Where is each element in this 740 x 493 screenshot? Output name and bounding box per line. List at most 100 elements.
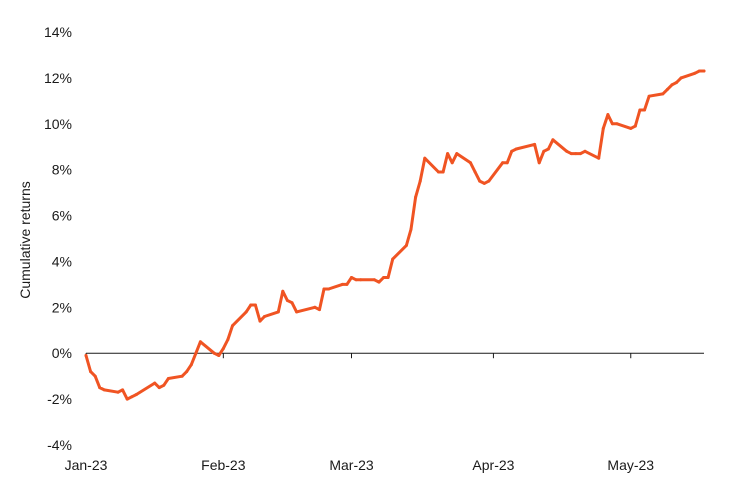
data-point [606, 113, 610, 117]
data-point [473, 170, 477, 174]
data-point [542, 149, 546, 153]
data-point [121, 388, 125, 392]
data-point [505, 161, 509, 165]
data-point [533, 142, 537, 146]
data-point [404, 243, 408, 247]
x-tick-label: Jan-23 [65, 457, 108, 473]
y-tick-label: 0% [52, 345, 72, 361]
data-point [372, 278, 376, 282]
data-point [116, 390, 120, 394]
data-point [629, 126, 633, 130]
data-point [423, 156, 427, 160]
data-point [327, 287, 331, 291]
data-point [514, 147, 518, 151]
data-point [441, 170, 445, 174]
data-point [583, 149, 587, 153]
data-point [578, 152, 582, 156]
data-point [510, 149, 514, 153]
x-tick-label: May-23 [607, 457, 654, 473]
data-point [258, 319, 262, 323]
x-tick-label: Mar-23 [329, 457, 374, 473]
data-point [194, 351, 198, 355]
data-point [249, 303, 253, 307]
data-point [221, 347, 225, 351]
data-point [638, 108, 642, 112]
data-point [546, 147, 550, 151]
y-tick-label: -4% [47, 437, 72, 453]
data-point [487, 179, 491, 183]
data-point [153, 381, 157, 385]
data-point [409, 227, 413, 231]
data-point [414, 195, 418, 199]
data-point [437, 170, 440, 174]
data-point [125, 397, 129, 401]
data-point [615, 122, 619, 126]
data-point [565, 149, 569, 153]
y-tick-label: -2% [47, 391, 72, 407]
data-point [469, 161, 472, 165]
data-point [537, 161, 541, 165]
data-point [189, 363, 193, 367]
data-point [295, 310, 299, 314]
data-point [244, 310, 248, 314]
data-point [212, 351, 216, 355]
y-tick-label: 8% [52, 162, 72, 178]
data-point [359, 278, 363, 282]
data-point [281, 289, 285, 293]
data-point [661, 92, 665, 96]
data-point [418, 179, 422, 183]
x-tick-label: Feb-23 [201, 457, 246, 473]
data-point [217, 354, 221, 357]
data-point [386, 276, 390, 279]
data-point [501, 161, 505, 165]
data-point [185, 370, 189, 374]
data-point [134, 393, 138, 396]
data-point [130, 395, 134, 399]
data-point [670, 83, 674, 87]
data-point [253, 303, 257, 307]
y-tick-label: 14% [44, 24, 72, 40]
data-point [89, 370, 93, 374]
data-point [226, 338, 230, 341]
y-axis-tick-labels: -4% -2% 0% 2% 4% 6% 8% 10% 12% 14% [44, 24, 72, 453]
data-point [166, 377, 170, 380]
data-point [675, 81, 678, 84]
data-point [597, 156, 601, 160]
data-point [450, 161, 454, 165]
y-tick-label: 12% [44, 70, 72, 86]
data-point [345, 282, 349, 286]
data-point [551, 138, 555, 142]
data-point [446, 152, 450, 156]
data-point [313, 305, 317, 309]
data-point [263, 315, 266, 318]
data-point [478, 179, 482, 183]
data-point [340, 282, 344, 286]
data-point [285, 299, 289, 302]
data-point [84, 354, 88, 357]
data-point [377, 280, 381, 284]
data-point [162, 383, 166, 387]
data-point [482, 181, 486, 185]
x-tick-label: Apr-23 [472, 457, 514, 473]
data-point [610, 122, 614, 126]
data-point [665, 87, 669, 91]
data-point [354, 278, 358, 282]
data-point [382, 276, 386, 279]
data-point [697, 69, 701, 73]
y-tick-label: 4% [52, 253, 72, 269]
data-point [157, 386, 161, 390]
data-point [679, 76, 683, 80]
data-point [647, 94, 651, 98]
data-point [574, 152, 578, 156]
x-axis: Jan-23 Feb-23 Mar-23 Apr-23 May-23 [65, 353, 654, 473]
data-point [318, 308, 321, 312]
data-point [693, 71, 697, 75]
data-point [569, 152, 573, 156]
y-axis-label: Cumulative returns [17, 181, 33, 299]
data-point [290, 301, 294, 305]
data-point [93, 374, 97, 378]
data-points [84, 69, 706, 401]
data-point [350, 276, 353, 279]
data-point [180, 374, 184, 378]
